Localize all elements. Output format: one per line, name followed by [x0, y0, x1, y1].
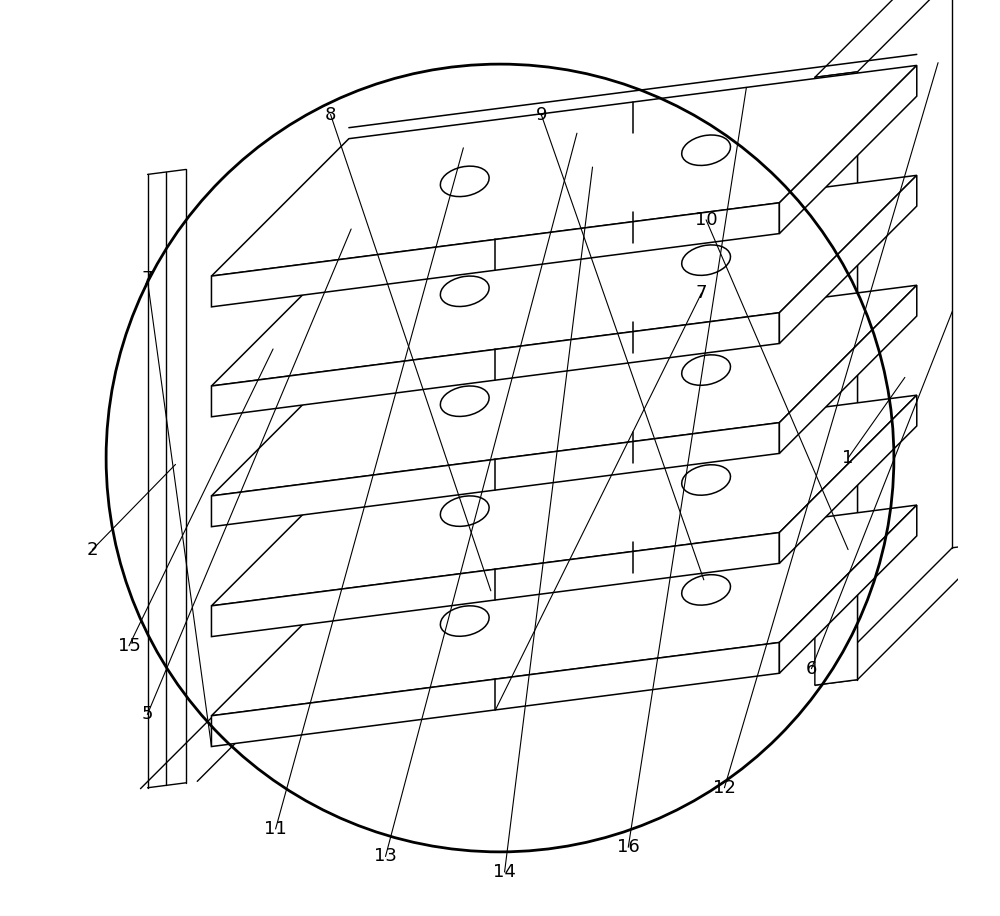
Text: 7: 7 — [142, 270, 153, 289]
Polygon shape — [211, 175, 917, 386]
Polygon shape — [211, 285, 917, 496]
Text: 9: 9 — [535, 105, 547, 124]
Polygon shape — [779, 505, 917, 673]
Polygon shape — [211, 65, 917, 276]
Polygon shape — [815, 71, 857, 685]
Text: 12: 12 — [713, 779, 736, 797]
Text: 5: 5 — [142, 705, 153, 724]
Text: 1: 1 — [842, 449, 854, 467]
Polygon shape — [211, 642, 779, 747]
Text: 15: 15 — [118, 637, 140, 655]
Text: 14: 14 — [493, 863, 516, 881]
Text: 13: 13 — [374, 847, 397, 866]
Polygon shape — [211, 312, 779, 417]
Polygon shape — [815, 542, 995, 685]
Polygon shape — [779, 65, 917, 234]
Polygon shape — [211, 422, 779, 527]
Polygon shape — [779, 285, 917, 453]
Text: 7: 7 — [696, 284, 707, 302]
Polygon shape — [211, 505, 917, 715]
Text: 16: 16 — [617, 838, 640, 856]
Polygon shape — [779, 395, 917, 563]
Polygon shape — [815, 0, 995, 77]
Text: 8: 8 — [325, 105, 336, 124]
Circle shape — [106, 64, 894, 852]
Text: 10: 10 — [695, 211, 717, 229]
Text: 2: 2 — [87, 540, 98, 559]
Polygon shape — [211, 532, 779, 637]
Polygon shape — [779, 175, 917, 344]
Polygon shape — [211, 395, 917, 605]
Polygon shape — [211, 202, 779, 307]
Text: 6: 6 — [806, 660, 817, 678]
Text: 11: 11 — [264, 820, 287, 838]
